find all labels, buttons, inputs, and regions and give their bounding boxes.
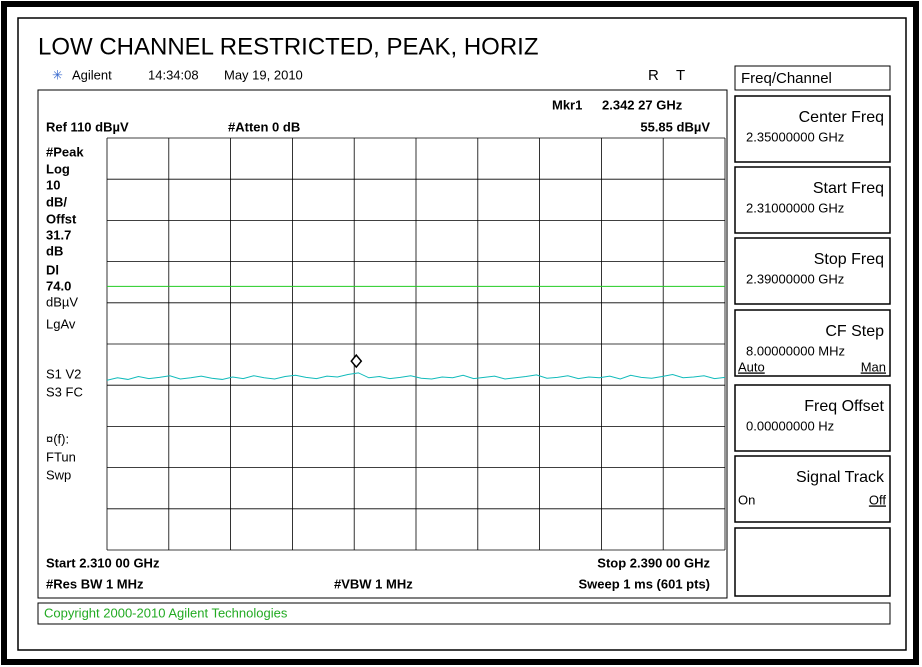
side-label: FTun [46,449,76,464]
display [37,89,728,599]
side-label: 74.0 [46,278,71,293]
r-indicator: R [648,67,659,84]
softkey-label: Freq Offset [804,398,884,415]
atten: #Atten 0 dB [228,119,300,134]
vbw: #VBW 1 MHz [334,576,413,591]
menu-title-box [734,65,891,91]
side-label: #Peak [46,144,84,159]
side-label: 10 [46,177,60,192]
time: 14:34:08 [148,67,199,82]
marker-label: Mkr1 [552,97,582,112]
softkey-option: On [738,492,755,507]
softkey[interactable] [734,166,891,234]
softkey-option: Man [861,359,886,374]
softkey-label: Start Freq [813,180,884,197]
start-freq: Start 2.310 00 GHz [46,555,160,570]
softkey-value: 2.35000000 GHz [746,129,844,144]
side-label: Offst [46,211,77,226]
softkey-label: Signal Track [796,469,885,486]
softkey-option: Off [869,492,886,507]
inner-frame [17,17,907,651]
trace [106,372,726,381]
side-label: dB [46,243,63,258]
marker-level: 55.85 dBµV [640,119,710,134]
stop-freq: Stop 2.390 00 GHz [597,555,710,570]
side-label: S1 V2 [46,366,81,381]
marker [350,353,363,369]
softkey-value: 2.31000000 GHz [746,200,844,215]
sweep: Sweep 1 ms (601 pts) [579,576,711,591]
side-label: Swp [46,467,71,482]
softkey-empty[interactable] [734,527,891,597]
softkey-option: Auto [738,359,765,374]
copyright: Copyright 2000-2010 Agilent Technologies [44,605,288,620]
softkey[interactable] [734,237,891,305]
menu-title: Freq/Channel [741,70,832,87]
logo: ✳ [52,67,63,82]
side-label: LgAv [46,316,76,331]
softkey-label: CF Step [825,323,884,340]
softkey[interactable] [734,309,891,377]
softkey[interactable] [734,384,891,452]
res-bw: #Res BW 1 MHz [46,576,144,591]
brand: Agilent [72,67,112,82]
side-label: Log [46,161,70,176]
softkey-label: Stop Freq [814,251,884,268]
softkey-label: Center Freq [799,109,884,126]
softkey[interactable] [734,95,891,163]
softkey-value: 8.00000000 MHz [746,343,845,358]
title: LOW CHANNEL RESTRICTED, PEAK, HORIZ [38,33,539,60]
softkey-value: 2.39000000 GHz [746,271,844,286]
ref-level: Ref 110 dBµV [46,119,129,134]
t-indicator: T [676,67,685,84]
side-label: Dl [46,262,59,277]
date: May 19, 2010 [224,67,303,82]
side-label: dBµV [46,294,78,309]
marker-freq: 2.342 27 GHz [602,97,683,112]
side-label: dB/ [46,194,67,209]
side-label: 31.7 [46,227,71,242]
status-bar [37,602,891,625]
softkey[interactable] [734,455,891,523]
softkey-value: 0.00000000 Hz [746,418,834,433]
side-label: S3 FC [46,384,83,399]
side-label: ¤(f): [46,431,69,446]
